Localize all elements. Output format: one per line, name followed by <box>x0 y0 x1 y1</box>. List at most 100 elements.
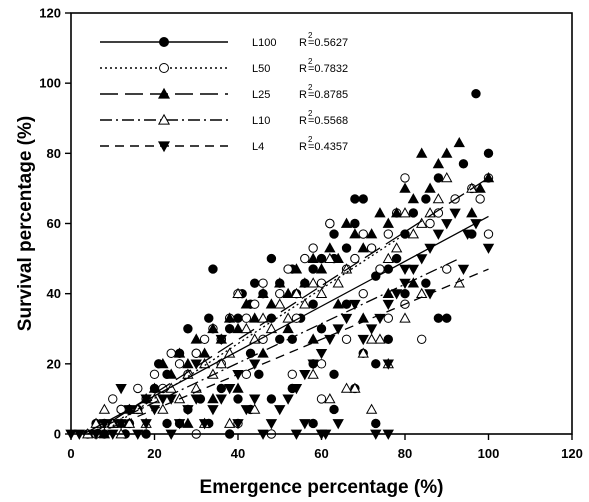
data-point-l4 <box>190 394 202 405</box>
data-point-l4 <box>274 405 286 416</box>
data-point-l50 <box>133 383 143 394</box>
data-point-l4 <box>307 359 319 370</box>
data-point-l100 <box>471 88 481 99</box>
x-tick-label: 60 <box>314 446 328 461</box>
data-point-l50 <box>241 313 252 323</box>
data-point-l25 <box>148 382 161 393</box>
data-point-l10 <box>157 403 169 414</box>
legend-r2-value-l100: =0.5627 <box>308 37 348 49</box>
data-point-l100 <box>341 243 352 253</box>
data-point-l100 <box>421 278 431 288</box>
plot-area <box>65 12 573 440</box>
data-point-l4 <box>357 334 369 346</box>
data-point-l10 <box>441 172 453 183</box>
legend-label-l4: L4 <box>252 141 264 153</box>
data-point-l100 <box>250 278 260 288</box>
legend-r2-exponent-l4: 2 <box>308 135 313 144</box>
data-point-l10 <box>299 298 311 309</box>
data-point-l4 <box>215 394 227 405</box>
data-point-l50 <box>241 369 252 380</box>
data-point-l10 <box>324 252 336 263</box>
data-point-l10 <box>399 207 411 218</box>
data-point-l4 <box>240 405 253 416</box>
legend-label-l10: L10 <box>252 115 270 127</box>
data-point-l25 <box>307 333 319 344</box>
data-point-l100 <box>266 394 277 404</box>
data-point-l25 <box>265 298 278 309</box>
data-point-l4 <box>215 334 227 346</box>
data-point-l25 <box>382 217 394 228</box>
legend-r2-exponent-l100: 2 <box>308 31 313 40</box>
data-point-l4 <box>332 324 344 335</box>
data-point-l25 <box>482 172 495 183</box>
data-point-l25 <box>232 322 244 334</box>
data-point-l50 <box>174 359 185 369</box>
data-point-l4 <box>461 229 474 240</box>
legend-r2-value-l25: =0.8785 <box>308 89 348 101</box>
data-point-l25 <box>407 277 420 288</box>
legend-r2-exponent-l10: 2 <box>308 109 313 118</box>
y-tick-label: 40 <box>47 286 61 301</box>
data-point-l4 <box>198 419 211 430</box>
y-tick-label: 80 <box>47 146 61 161</box>
data-point-l10 <box>340 382 353 393</box>
data-point-l4 <box>315 348 328 360</box>
data-point-l50 <box>483 229 494 239</box>
data-point-l4 <box>249 394 261 405</box>
data-point-l100 <box>254 369 264 380</box>
data-point-l50 <box>417 334 427 344</box>
data-point-l100 <box>433 313 444 323</box>
data-point-l4 <box>457 264 470 275</box>
data-point-l50 <box>308 243 318 253</box>
data-point-l100 <box>204 313 214 323</box>
data-point-l25 <box>382 287 394 299</box>
data-point-l25 <box>182 357 194 369</box>
data-point-l4 <box>265 419 278 430</box>
data-point-l10 <box>274 298 286 309</box>
data-point-l50 <box>358 288 368 299</box>
data-point-l100 <box>371 359 381 369</box>
data-point-l100 <box>316 253 327 264</box>
data-point-l10 <box>315 287 328 299</box>
data-point-l10 <box>357 347 369 358</box>
data-point-l25 <box>332 252 344 263</box>
data-point-l25 <box>307 252 319 263</box>
y-axis: 0 20 40 60 80 100 120 <box>39 6 71 442</box>
legend-item-l4: L4 R2=0.4357 <box>100 135 348 153</box>
data-point-l10 <box>223 347 236 358</box>
data-point-l25 <box>299 277 311 288</box>
legend-r2-value-l4: =0.4357 <box>308 141 348 153</box>
y-tick-label: 100 <box>39 76 61 91</box>
data-point-l100 <box>208 264 218 274</box>
data-point-l50 <box>341 334 352 344</box>
data-point-l100 <box>233 313 243 323</box>
data-point-l25 <box>365 228 378 239</box>
data-point-l25 <box>249 312 261 323</box>
data-point-l100 <box>391 253 402 264</box>
data-point-l10 <box>374 333 386 344</box>
data-point-l4 <box>324 334 336 346</box>
data-point-l4 <box>407 264 420 275</box>
legend-marker-l50 <box>159 63 169 73</box>
data-point-l25 <box>290 263 303 274</box>
data-point-l100 <box>329 404 339 415</box>
data-point-l10 <box>223 417 236 428</box>
x-tick-label: 100 <box>478 446 500 461</box>
data-point-l10 <box>307 277 319 288</box>
data-point-l25 <box>240 298 253 309</box>
data-point-l25 <box>315 263 328 274</box>
data-point-l10 <box>249 403 261 414</box>
data-point-l4 <box>223 384 236 395</box>
data-point-l100 <box>341 299 352 309</box>
data-point-l4 <box>441 219 453 230</box>
data-point-l50 <box>350 253 360 264</box>
legend-r2-value-l50: =0.7832 <box>308 63 348 75</box>
x-tick-label: 120 <box>561 446 583 461</box>
data-point-l100 <box>308 418 318 429</box>
data-point-l50 <box>366 243 377 253</box>
data-point-l4 <box>249 359 261 370</box>
data-point-l100 <box>233 394 243 404</box>
data-point-l25 <box>407 193 420 204</box>
